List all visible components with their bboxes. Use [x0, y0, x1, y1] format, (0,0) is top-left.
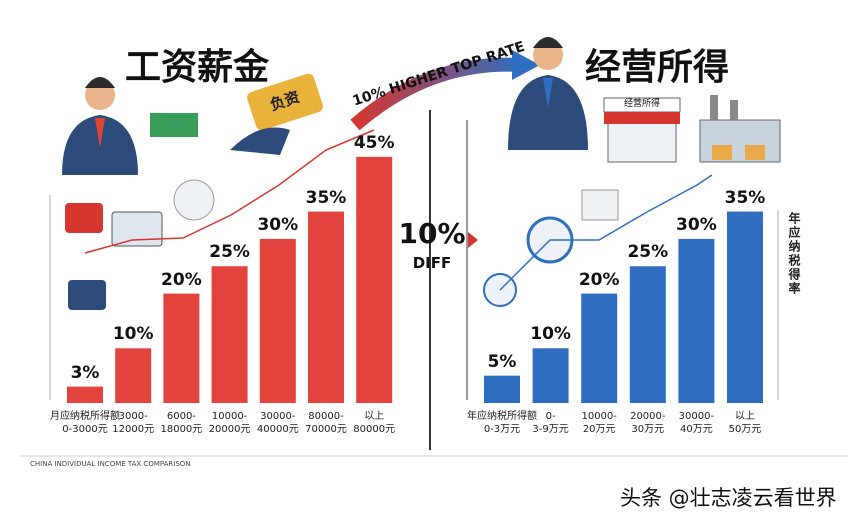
bar	[629, 266, 666, 403]
value-label: 45%	[353, 132, 395, 153]
arrow-text: 10% HIGHER TOP RATE	[351, 39, 527, 110]
bar	[67, 386, 103, 403]
trend-line-right	[499, 174, 713, 291]
bar	[308, 211, 344, 403]
factory-icon	[699, 95, 781, 163]
arrow	[350, 57, 521, 131]
businessman-right	[508, 37, 588, 150]
bar	[581, 293, 618, 403]
bar	[115, 348, 152, 403]
value-label: 10%	[112, 324, 154, 345]
value-label: 20%	[161, 269, 202, 290]
value-label: 25%	[209, 242, 250, 263]
shop-sign: 经营所得	[624, 97, 660, 109]
x-tick-label: 年应纳税所得额 0-3万元	[467, 411, 537, 435]
value-label: 3%	[70, 362, 100, 383]
monitor-icon	[111, 211, 163, 247]
chart-title: 工资薪金	[125, 47, 270, 88]
diff-label: DIFF	[413, 254, 452, 272]
value-label: 5%	[487, 351, 517, 372]
x-tick-label: 10000- 20万元	[581, 411, 617, 435]
bar	[678, 238, 715, 403]
bar	[211, 266, 248, 403]
value-label: 10%	[530, 324, 571, 345]
value-label: 20%	[578, 269, 620, 290]
trend-line-left	[84, 129, 375, 254]
x-tick-label: 20000- 30万元	[630, 411, 666, 435]
x-tick-label: 0- 3-9万元	[532, 411, 569, 435]
chart-icon	[173, 179, 215, 221]
value-label: 35%	[305, 187, 347, 208]
briefcase-blue	[68, 280, 106, 310]
chart-title: 经营所得	[585, 47, 730, 88]
diff-arrow	[468, 232, 478, 248]
x-tick-label: 以上 80000元	[353, 411, 396, 435]
value-label: 30%	[676, 214, 717, 235]
x-tick-label: 10000- 20000元	[208, 411, 251, 435]
arrow-head	[512, 50, 540, 80]
value-label: 35%	[724, 187, 766, 208]
value-label: 25%	[627, 242, 669, 263]
footer: CHINA INDIVIDUAL INCOME TAX COMPARISON	[30, 460, 191, 468]
x-tick-label: 30000- 40万元	[678, 411, 715, 435]
businessman-left	[62, 77, 138, 175]
bar	[484, 375, 520, 403]
x-tick-label: 月应纳税所得额 0-3000元	[50, 411, 120, 435]
bar	[532, 348, 569, 403]
bar	[727, 211, 763, 403]
bar	[356, 156, 393, 403]
bar	[163, 293, 200, 403]
y-axis-label: 年应纳税得率	[787, 212, 801, 296]
x-tick-label: 30000- 40000元	[256, 411, 299, 435]
chart-icon-right	[581, 189, 619, 221]
x-tick-label: 6000- 18000元	[160, 411, 203, 435]
diff-value: 10%	[398, 217, 465, 250]
shop-icon: 经营所得	[603, 97, 681, 163]
bar	[259, 238, 296, 403]
x-tick-label: 3000- 12000元	[112, 411, 155, 435]
watermark: 头条 @壮志凌云看世界	[620, 486, 837, 510]
briefcase-red	[65, 203, 103, 233]
value-label: 30%	[257, 214, 299, 235]
money-icon	[150, 113, 198, 137]
x-tick-label: 以上 50万元	[728, 411, 762, 435]
x-tick-label: 80000- 70000元	[305, 411, 347, 435]
gold-bag: 负资	[230, 73, 323, 155]
